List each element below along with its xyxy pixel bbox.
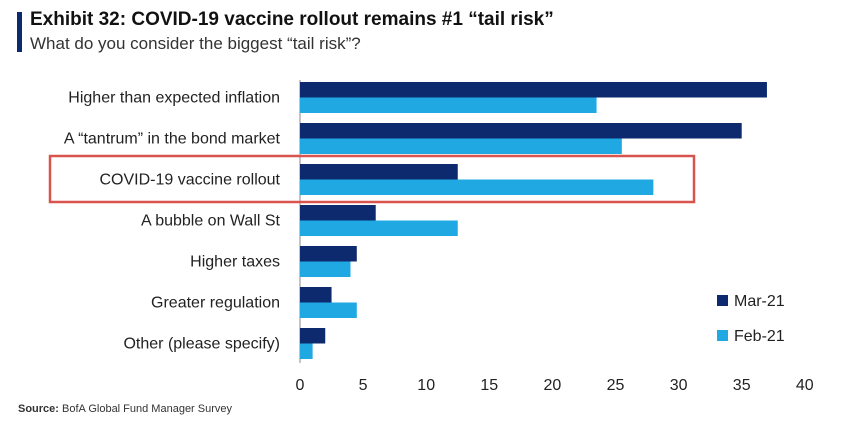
bar-feb-21-5 — [300, 302, 357, 318]
bar-feb-21-0 — [300, 97, 597, 113]
category-label: A bubble on Wall St — [141, 213, 281, 230]
bar-feb-21-1 — [300, 138, 622, 154]
x-tick-label: 40 — [796, 377, 814, 394]
source-note: Source: BofA Global Fund Manager Survey — [18, 403, 232, 415]
bar-mar-21-4 — [300, 246, 357, 262]
x-tick-label: 20 — [544, 377, 562, 394]
bar-mar-21-3 — [300, 205, 376, 221]
bar-feb-21-4 — [300, 261, 351, 277]
highlight-box — [48, 154, 696, 204]
x-tick-label: 5 — [359, 377, 368, 394]
bar-mar-21-1 — [300, 123, 742, 139]
legend-label-mar-21: Mar-21 — [734, 293, 785, 310]
source-text: BofA Global Fund Manager Survey — [62, 403, 233, 415]
x-tick-label: 0 — [296, 377, 305, 394]
bar-mar-21-6 — [300, 328, 326, 344]
category-label: Higher taxes — [190, 254, 280, 271]
bar-feb-21-3 — [300, 220, 458, 236]
x-tick-label: 35 — [733, 377, 751, 394]
title-accent-bar — [17, 12, 22, 52]
legend-label-feb-21: Feb-21 — [734, 328, 785, 345]
bar-mar-21-5 — [300, 287, 332, 303]
category-label: Higher than expected inflation — [68, 90, 280, 107]
chart-title: Exhibit 32: COVID-19 vaccine rollout rem… — [30, 9, 554, 30]
category-label: Greater regulation — [151, 295, 280, 312]
x-tick-label: 25 — [607, 377, 625, 394]
category-label: COVID-19 vaccine rollout — [99, 172, 280, 189]
source-label: Source: — [18, 403, 59, 415]
bar-feb-21-2 — [300, 179, 654, 195]
legend-swatch-mar-21 — [717, 295, 728, 306]
bar-mar-21-2 — [300, 164, 458, 180]
bar-mar-21-0 — [300, 82, 767, 98]
legend-swatch-feb-21 — [717, 330, 728, 341]
x-tick-label: 10 — [417, 377, 435, 394]
category-label: Other (please specify) — [123, 336, 280, 353]
category-label: A “tantrum” in the bond market — [64, 131, 281, 148]
x-tick-label: 15 — [480, 377, 498, 394]
chart-subtitle: What do you consider the biggest “tail r… — [30, 34, 361, 53]
x-tick-label: 30 — [670, 377, 688, 394]
bar-feb-21-6 — [300, 343, 313, 359]
